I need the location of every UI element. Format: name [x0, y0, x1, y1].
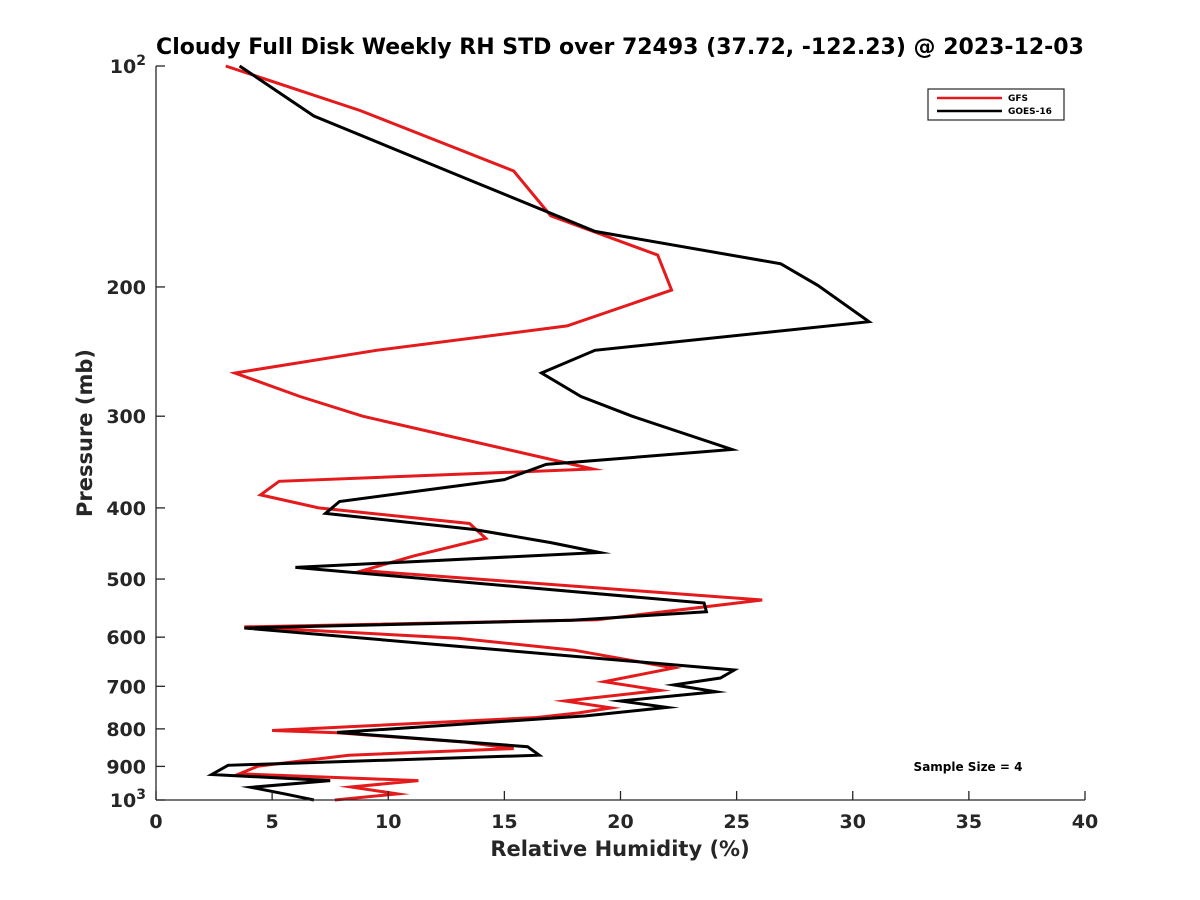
chart-title: Cloudy Full Disk Weekly RH STD over 7249… — [156, 35, 1084, 60]
x-tick-label: 35 — [956, 811, 982, 833]
x-tick-label: 40 — [1072, 811, 1098, 833]
legend: GFS GOES-16 — [927, 88, 1065, 121]
x-tick-label: 30 — [840, 811, 866, 833]
x-tick-label: 20 — [607, 811, 633, 833]
y-tick-label: 103 — [110, 787, 146, 812]
x-tick-label: 15 — [491, 811, 517, 833]
x-tick-label: 10 — [375, 811, 401, 833]
y-tick-label: 600 — [106, 627, 146, 649]
x-tick-label: 5 — [266, 811, 279, 833]
y-tick-label: 400 — [106, 498, 146, 520]
plot-area: 0 5 10 15 20 25 30 35 40 102 200 300 400 500 600 700 800… — [106, 53, 1098, 833]
legend-box — [927, 88, 1065, 121]
y-tick-label: 300 — [106, 406, 146, 428]
legend-label: GOES-16 — [1008, 107, 1052, 117]
legend-label: GFS — [1008, 94, 1028, 104]
y-tick-label: 900 — [106, 756, 146, 778]
y-axis-title: Pressure (mb) — [73, 349, 97, 517]
x-tick-label: 0 — [149, 811, 162, 833]
series-line-goes-16 — [206, 64, 874, 802]
x-tick-label: 25 — [723, 811, 749, 833]
y-tick-label: 800 — [106, 719, 146, 741]
y-tick-label: 500 — [106, 569, 146, 591]
y-tick-label: 102 — [110, 53, 146, 78]
x-axis-title: Relative Humidity (%) — [490, 837, 749, 861]
sample-size-annotation: Sample Size = 4 — [914, 760, 1023, 774]
y-tick-label: 700 — [106, 676, 146, 698]
y-tick-label: 200 — [106, 277, 146, 299]
